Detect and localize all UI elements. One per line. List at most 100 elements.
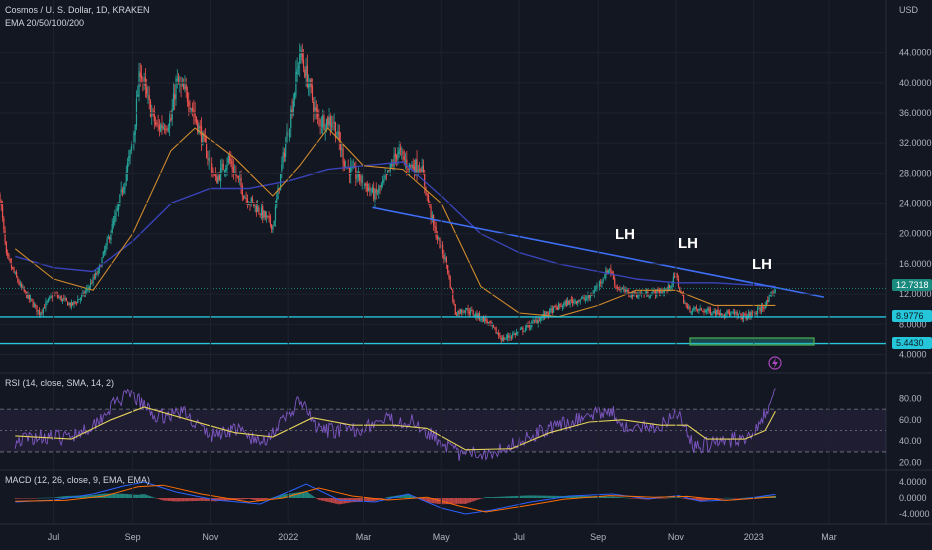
candle-body [726, 310, 728, 316]
candle-body [404, 160, 407, 162]
macd-histogram-bar [532, 495, 534, 498]
macd-histogram-bar [46, 497, 48, 499]
candle-body [503, 336, 505, 341]
candle-body [578, 300, 580, 302]
candle-body [161, 124, 163, 129]
candle-body [565, 300, 567, 306]
candle-body [481, 316, 483, 320]
macd-histogram-bar [109, 493, 111, 498]
candle-body [186, 91, 189, 102]
price-tick-label: 4.0000 [899, 349, 927, 359]
candle-body [552, 306, 555, 313]
macd-histogram-bar [681, 498, 683, 499]
macd-histogram-bar [26, 498, 28, 499]
macd-histogram-bar [575, 495, 578, 498]
candle-body [546, 311, 548, 315]
macd-histogram-bar [490, 497, 492, 498]
macd-histogram-bar [31, 498, 33, 499]
candle-body [564, 301, 566, 304]
candle-body [658, 290, 660, 294]
candle-body [523, 330, 525, 332]
candle-body [387, 170, 389, 174]
macd-histogram-bar [536, 495, 538, 498]
macd-histogram-bar [630, 498, 632, 499]
candle-body [630, 292, 632, 298]
candle-body [556, 307, 558, 310]
macd-histogram-bar [337, 498, 339, 505]
macd-histogram-bar [411, 495, 413, 498]
candle-body [4, 230, 6, 243]
candle-body [221, 164, 223, 167]
candle-body [81, 294, 83, 298]
macd-histogram-bar [180, 498, 182, 502]
macd-histogram-bar [186, 498, 189, 502]
macd-histogram-bar [311, 495, 314, 498]
candle-body [672, 276, 674, 284]
price-tick-label: 32.0000 [899, 138, 932, 148]
macd-histogram-bar [491, 497, 493, 498]
macd-histogram-bar [295, 492, 297, 498]
candle-body [573, 301, 575, 304]
macd-histogram-bar [489, 497, 491, 498]
candle-body [105, 245, 107, 252]
candle-body [615, 286, 617, 287]
candle-body [116, 208, 118, 211]
candle-body [435, 226, 437, 238]
candle-body [473, 315, 476, 317]
candle-body [330, 124, 333, 128]
candle-body [296, 68, 298, 75]
lh-annotation: LH [678, 235, 698, 252]
candle-body [397, 152, 399, 161]
candle-body [276, 198, 278, 206]
macd-histogram-bar [657, 498, 659, 499]
macd-histogram-bar [190, 498, 192, 502]
macd-histogram-bar [734, 498, 736, 499]
macd-histogram-bar [508, 496, 510, 498]
macd-histogram-bar [422, 498, 425, 501]
macd-histogram-bar [47, 497, 50, 499]
candle-body [561, 306, 564, 308]
macd-histogram-bar [299, 492, 301, 498]
candle-body [75, 302, 78, 304]
macd-histogram-bar [426, 498, 428, 503]
candle-body [242, 195, 245, 199]
lightning-icon[interactable] [768, 356, 782, 370]
rsi-tick-label: 20.00 [899, 458, 922, 468]
time-tick-label: Mar [356, 532, 372, 542]
macd-histogram-bar [68, 495, 70, 498]
macd-histogram-bar [758, 496, 760, 498]
macd-histogram-bar [83, 495, 85, 498]
candle-body [685, 303, 687, 306]
candle-body [765, 300, 768, 306]
macd-histogram-bar [700, 498, 703, 501]
candle-body [723, 314, 726, 316]
price-pane [0, 43, 886, 345]
macd-histogram-bar [22, 498, 24, 499]
macd-histogram-bar [206, 498, 208, 501]
candle-body [515, 332, 518, 335]
candle-body [524, 328, 527, 331]
candle-body [32, 301, 34, 307]
macd-histogram-bar [137, 494, 139, 498]
candle-body [31, 298, 33, 301]
candle-body [319, 119, 321, 126]
target-zone-box[interactable] [689, 337, 815, 346]
candle-body [448, 273, 450, 277]
candle-body [642, 293, 644, 294]
candle-body [149, 101, 152, 118]
macd-histogram-bar [255, 498, 257, 501]
macd-histogram-bar [55, 497, 57, 498]
candle-body [452, 290, 454, 301]
candle-body [176, 79, 178, 81]
macd-histogram-bar [134, 494, 136, 498]
candle-body [318, 118, 320, 120]
macd-histogram-bar [373, 498, 375, 502]
candle-body [426, 193, 428, 195]
candle-body [371, 187, 374, 192]
macd-histogram-bar [436, 498, 439, 504]
candle-body [653, 290, 655, 292]
candle-body [735, 312, 737, 314]
macd-histogram-bar [324, 498, 326, 502]
candle-body [717, 309, 719, 314]
